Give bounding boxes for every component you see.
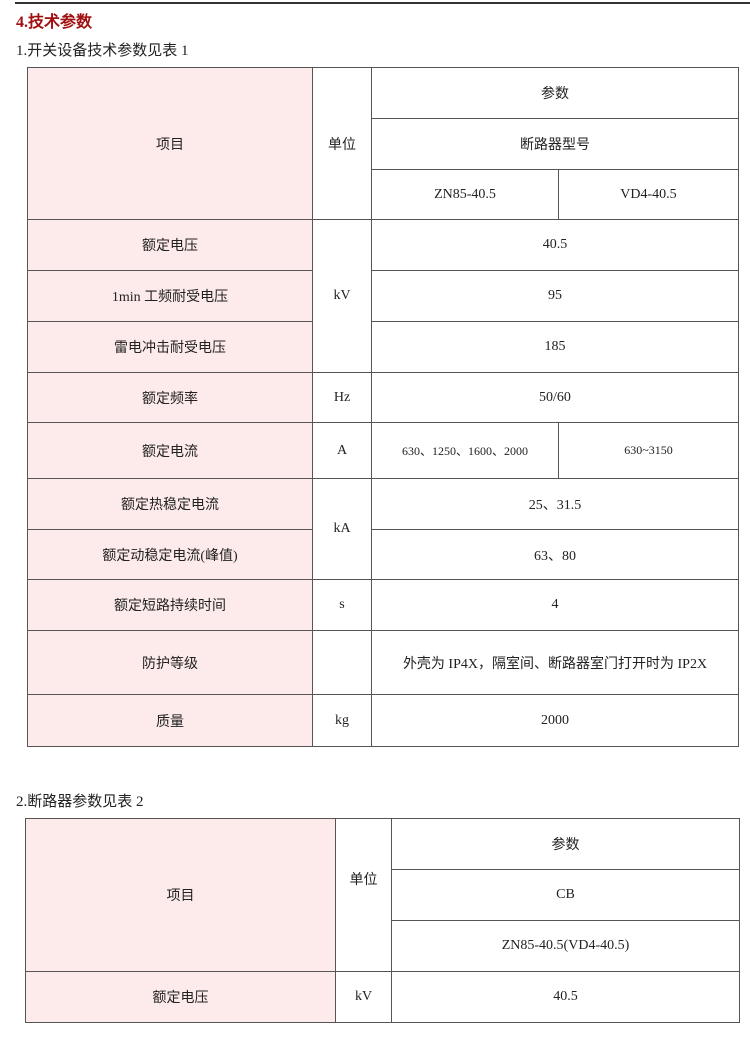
row-item: 额定短路持续时间 <box>27 579 313 631</box>
table1-caption: 1.开关设备技术参数见表 1 <box>16 43 189 59</box>
table2: 项目 单位 参数 CB ZN85-40.5(VD4-40.5) 额定电压 kV … <box>25 818 740 1023</box>
row-item: 额定热稳定电流 <box>27 478 313 530</box>
row-value: 50/60 <box>371 372 739 423</box>
row-item: 额定电压 <box>27 219 313 271</box>
row-unit: kV <box>335 971 392 1023</box>
header-model-a: ZN85-40.5 <box>371 169 559 220</box>
section-title: 4.技术参数 <box>16 14 93 31</box>
row-item: 雷电冲击耐受电压 <box>27 321 313 373</box>
row-value: 外壳为 IP4X，隔室间、断路器室门打开时为 IP2X <box>371 630 739 695</box>
row-unit: kV <box>312 219 372 373</box>
header-unit: 单位 <box>312 67 372 220</box>
row-item: 额定频率 <box>27 372 313 423</box>
row-unit: A <box>312 422 372 479</box>
row-item: 防护等级 <box>27 630 313 695</box>
row-value: 185 <box>371 321 739 373</box>
row-value: 40.5 <box>371 219 739 271</box>
header-model: 断路器型号 <box>371 118 739 170</box>
header-type: CB <box>391 869 740 921</box>
row-unit: kg <box>312 694 372 747</box>
header-params: 参数 <box>371 67 739 119</box>
row-value: 2000 <box>371 694 739 747</box>
row-item: 额定动稳定电流(峰值) <box>27 529 313 580</box>
row-unit: s <box>312 579 372 631</box>
row-unit: Hz <box>312 372 372 423</box>
row-item: 额定电流 <box>27 422 313 479</box>
row-unit: kA <box>312 478 372 580</box>
row-item: 1min 工频耐受电压 <box>27 270 313 322</box>
header-model: ZN85-40.5(VD4-40.5) <box>391 920 740 972</box>
top-rule <box>15 2 750 4</box>
row-item: 额定电压 <box>25 971 336 1023</box>
row-value: 40.5 <box>391 971 740 1023</box>
table2-caption: 2.断路器参数见表 2 <box>16 794 144 810</box>
table1: 项目 单位 参数 断路器型号 ZN85-40.5 VD4-40.5 额定电压 k… <box>27 67 739 747</box>
row-value: 95 <box>371 270 739 322</box>
row-unit <box>312 630 372 695</box>
header-item: 项目 <box>27 67 313 220</box>
header-params: 参数 <box>391 818 740 870</box>
header-unit: 单位 <box>335 818 392 972</box>
header-item: 项目 <box>25 818 336 972</box>
row-value-a: 630、1250、1600、2000 <box>371 422 559 479</box>
row-value: 63、80 <box>371 529 739 580</box>
row-item: 质量 <box>27 694 313 747</box>
row-value: 25、31.5 <box>371 478 739 530</box>
row-value: 4 <box>371 579 739 631</box>
header-model-b: VD4-40.5 <box>558 169 739 220</box>
row-value-b: 630~3150 <box>558 422 739 479</box>
